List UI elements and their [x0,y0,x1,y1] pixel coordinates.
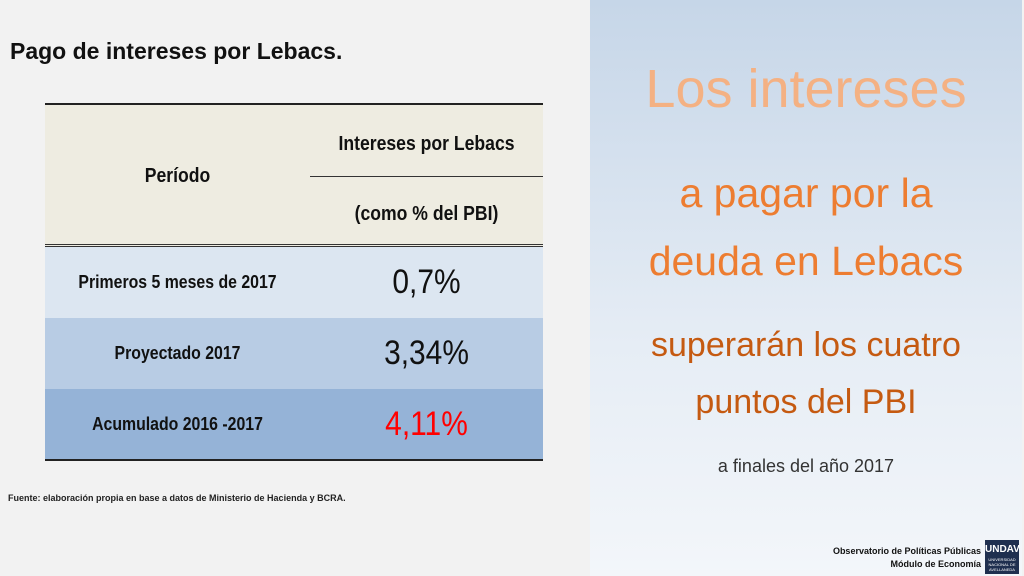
panel-line: deuda en Lebacs [648,238,964,284]
table-row: Proyectado 2017 3,34% [45,318,543,389]
row-value: 4,11% [385,405,468,443]
header-divider [310,176,543,177]
row-value: 3,34% [384,334,469,372]
table-header: Período Intereses por Lebacs (como % del… [45,105,543,247]
table: Período Intereses por Lebacs (como % del… [45,103,543,461]
footer-text: Módulo de Economía [890,559,981,569]
row-label: Proyectado 2017 [114,343,241,363]
panel-line: a pagar por la [679,170,933,216]
source-note: Fuente: elaboración propia en base a dat… [8,493,346,503]
row-value: 0,7% [392,263,461,301]
footer-text: Observatorio de Políticas Públicas [832,546,981,556]
table-row: Primeros 5 meses de 2017 0,7% [45,247,543,318]
logo-text: UNDAV [985,544,1020,555]
title: Pago de intereses por Lebacs. [10,38,343,64]
row-label: Primeros 5 meses de 2017 [78,272,277,292]
highlight-panel: Los intereses a pagar por la deuda en Le… [590,0,1022,576]
logo-subtext: UNIVERSIDAD NACIONAL DE AVELLANEDA [988,557,1016,572]
panel-line: superarán los cuatro [651,326,961,364]
row-label: Acumulado 2016 -2017 [92,414,263,434]
table-row: Acumulado 2016 -2017 4,11% [45,389,543,459]
panel-line: puntos del PBI [695,383,917,421]
logo: UNDAV UNIVERSIDAD NACIONAL DE AVELLANEDA [985,540,1020,574]
header-column: Intereses por Lebacs [338,133,515,155]
panel-line: Los intereses [645,59,967,119]
header-column-unit: (como % del PBI) [354,203,499,225]
panel-line: a finales del año 2017 [717,456,895,476]
header-period: Período [144,165,211,187]
